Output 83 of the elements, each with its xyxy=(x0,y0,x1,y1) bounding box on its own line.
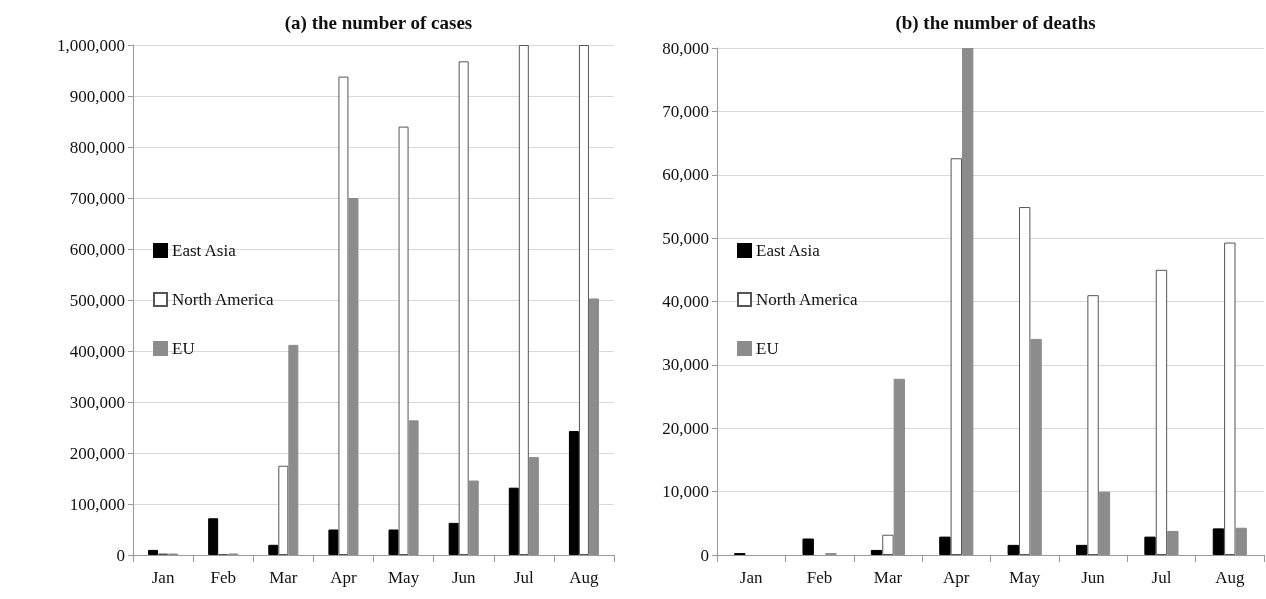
bar xyxy=(1030,338,1042,555)
y-tick-label: 20,000 xyxy=(662,418,709,438)
legend-label: North America xyxy=(172,290,274,309)
x-tick-label: Jul xyxy=(1151,568,1172,587)
bar xyxy=(1167,530,1179,555)
y-tick-label: 0 xyxy=(116,545,125,565)
bar xyxy=(1018,207,1031,555)
x-tick-label: Mar xyxy=(873,568,903,587)
y-tick-label: 200,000 xyxy=(69,443,125,463)
bar xyxy=(962,48,974,555)
legend-label: North America xyxy=(756,290,858,309)
y-tick-label: 700,000 xyxy=(69,188,125,208)
x-tick-label: May xyxy=(387,568,420,587)
bar xyxy=(1212,528,1225,555)
bar xyxy=(1007,544,1019,555)
x-tick-label: Jul xyxy=(513,568,535,587)
bar xyxy=(1144,536,1156,555)
y-tick-label: 100,000 xyxy=(69,494,125,514)
x-tick-label: Aug xyxy=(1215,568,1245,587)
legend-label: EU xyxy=(172,339,195,358)
bar xyxy=(950,158,963,555)
y-tick-label: 900,000 xyxy=(69,86,125,106)
x-tick-label: Apr xyxy=(330,568,357,587)
y-tick-label: 40,000 xyxy=(662,292,709,311)
bar xyxy=(1098,491,1111,555)
bar xyxy=(408,420,419,555)
y-tick-label: 800,000 xyxy=(69,137,125,157)
y-tick-label: 70,000 xyxy=(662,101,709,121)
y-tick-label: 500,000 xyxy=(69,290,125,310)
legend-label: East Asia xyxy=(172,241,237,260)
bar xyxy=(448,522,459,555)
bar xyxy=(1155,269,1168,555)
bar xyxy=(1075,544,1088,555)
x-tick-label: Feb xyxy=(806,568,833,587)
y-tick-label: 0 xyxy=(700,545,709,565)
x-tick-label: Jan xyxy=(151,568,175,587)
bar xyxy=(328,529,339,555)
y-tick-label: 10,000 xyxy=(662,482,709,502)
bar xyxy=(268,544,279,555)
y-tick-label: 80,000 xyxy=(662,38,709,58)
bar xyxy=(802,538,814,555)
x-tick-label: Apr xyxy=(943,568,970,587)
bar xyxy=(338,76,349,555)
bar xyxy=(398,126,409,555)
bar xyxy=(388,529,399,555)
y-tick-label: 30,000 xyxy=(662,355,709,375)
x-tick-label: Aug xyxy=(569,568,600,587)
bar xyxy=(518,45,529,555)
bar xyxy=(278,465,289,555)
legend-label: East Asia xyxy=(756,241,821,260)
bar xyxy=(893,378,906,555)
bar xyxy=(508,487,519,555)
y-tick-label: 50,000 xyxy=(662,228,709,248)
x-tick-label: May xyxy=(1009,568,1041,587)
y-tick-label: 1,000,000 xyxy=(57,35,125,55)
bar xyxy=(578,45,589,555)
x-tick-label: Mar xyxy=(269,568,298,587)
bar xyxy=(1224,242,1236,555)
bar xyxy=(1087,295,1099,555)
bar xyxy=(288,344,299,555)
x-tick-label: Jun xyxy=(1081,568,1106,587)
chart-title: (a) the number of cases xyxy=(284,12,473,34)
y-tick-label: 600,000 xyxy=(69,239,125,259)
y-tick-label: 60,000 xyxy=(662,165,709,185)
bar xyxy=(458,61,469,555)
y-tick-label: 400,000 xyxy=(69,341,125,361)
bar xyxy=(148,549,159,555)
bar xyxy=(939,536,951,555)
bar xyxy=(468,480,479,555)
y-tick-label: 300,000 xyxy=(69,392,125,412)
bar xyxy=(588,298,599,555)
legend-label: EU xyxy=(756,339,779,358)
bar xyxy=(348,198,359,555)
x-tick-label: Jun xyxy=(451,568,476,587)
bar xyxy=(1235,527,1247,555)
bar xyxy=(870,549,883,555)
x-tick-label: Feb xyxy=(210,568,236,587)
x-tick-label: Jan xyxy=(739,568,764,587)
bar xyxy=(568,431,579,555)
bar xyxy=(528,457,539,555)
chart-title: (b) the number of deaths xyxy=(895,12,1096,34)
bar xyxy=(208,518,219,555)
bar xyxy=(882,534,894,555)
